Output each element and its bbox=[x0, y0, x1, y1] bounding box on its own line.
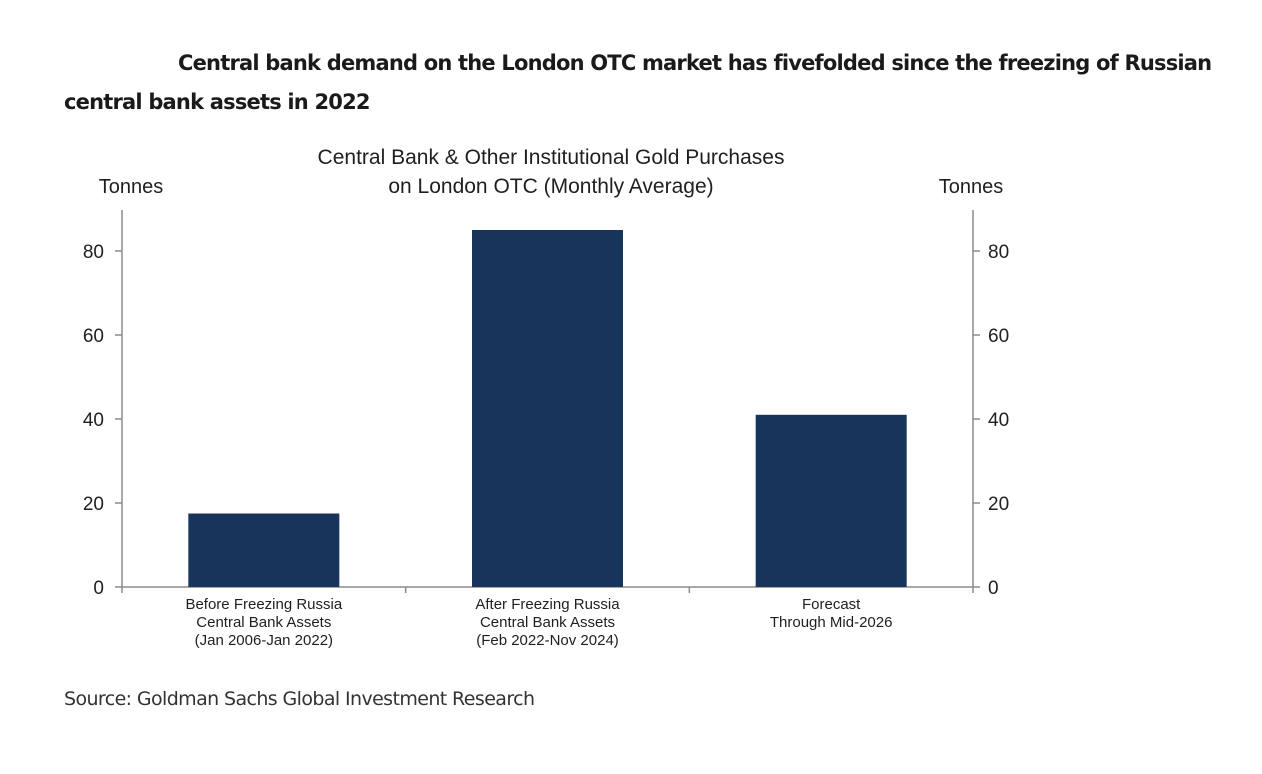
bar bbox=[472, 230, 623, 587]
source-note: Source: Goldman Sachs Global Investment … bbox=[64, 688, 535, 710]
y-axis-unit-left: Tonnes bbox=[99, 176, 164, 198]
bar bbox=[188, 513, 340, 587]
chart-title-line: Central Bank & Other Institutional Gold … bbox=[318, 146, 785, 169]
category-label: After Freezing Russia bbox=[475, 596, 620, 613]
y-tick-label-right: 80 bbox=[988, 242, 1009, 263]
y-tick-label-right: 0 bbox=[988, 578, 999, 599]
headline: Central bank demand on the London OTC ma… bbox=[64, 51, 1212, 114]
y-tick-label-left: 40 bbox=[83, 410, 104, 431]
category-label: Central Bank Assets bbox=[196, 614, 331, 631]
y-tick-label-left: 80 bbox=[83, 242, 104, 263]
y-tick-label-left: 60 bbox=[83, 326, 104, 347]
y-tick-label-left: 20 bbox=[83, 494, 104, 515]
category-label: Before Freezing Russia bbox=[185, 596, 342, 613]
category-label: Forecast bbox=[802, 596, 861, 613]
bar bbox=[755, 414, 907, 587]
category-label: (Feb 2022-Nov 2024) bbox=[476, 632, 619, 649]
y-tick-label-right: 40 bbox=[988, 410, 1009, 431]
y-axis-unit-right: Tonnes bbox=[939, 176, 1004, 198]
category-label: Central Bank Assets bbox=[480, 614, 615, 631]
y-tick-label-left: 0 bbox=[93, 578, 104, 599]
category-label: (Jan 2006-Jan 2022) bbox=[195, 632, 333, 649]
chart-title-line: on London OTC (Monthly Average) bbox=[388, 175, 713, 198]
tick-labels: 0 0 20 20 40 40 60 60 80 80 bbox=[83, 242, 1009, 599]
y-tick-label-right: 20 bbox=[988, 494, 1009, 515]
chart-title: Central Bank & Other Institutional Gold … bbox=[318, 146, 785, 198]
y-tick-label-right: 60 bbox=[988, 326, 1009, 347]
category-label: Through Mid-2026 bbox=[770, 614, 893, 631]
bars bbox=[188, 230, 907, 587]
